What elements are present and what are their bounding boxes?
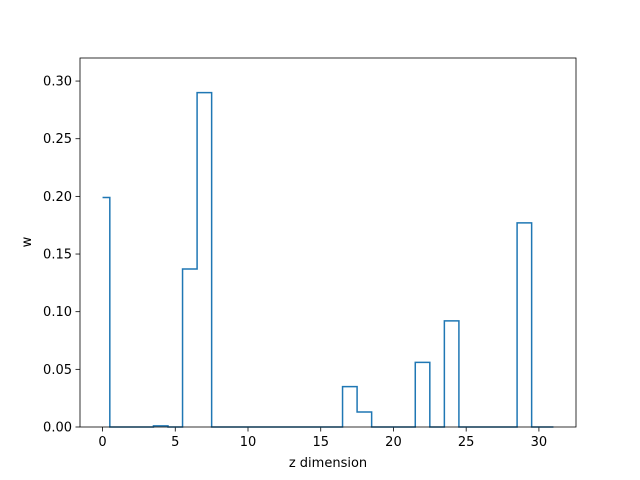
x-tick-label: 15 <box>312 435 329 450</box>
y-tick-label: 0.15 <box>43 248 72 263</box>
y-tick-label: 0.20 <box>43 190 72 205</box>
x-axis-label: z dimension <box>289 456 367 471</box>
y-tick-label: 0.00 <box>43 421 72 436</box>
y-axis-ticks: 0.00 0.05 0.10 0.15 0.20 0.25 0.30 <box>43 75 80 436</box>
x-tick-label: 20 <box>385 435 402 450</box>
x-axis-ticks: 0 5 10 15 20 25 30 <box>98 427 547 450</box>
x-tick-label: 10 <box>240 435 257 450</box>
x-tick-label: 0 <box>98 435 106 450</box>
x-tick-label: 5 <box>171 435 179 450</box>
y-tick-label: 0.05 <box>43 363 72 378</box>
x-tick-label: 25 <box>458 435 475 450</box>
y-tick-label: 0.25 <box>43 132 72 147</box>
x-tick-label: 30 <box>531 435 548 450</box>
y-axis-label: w <box>20 236 35 247</box>
y-tick-label: 0.30 <box>43 75 72 90</box>
y-tick-label: 0.10 <box>43 305 72 320</box>
plot-frame <box>79 57 577 428</box>
